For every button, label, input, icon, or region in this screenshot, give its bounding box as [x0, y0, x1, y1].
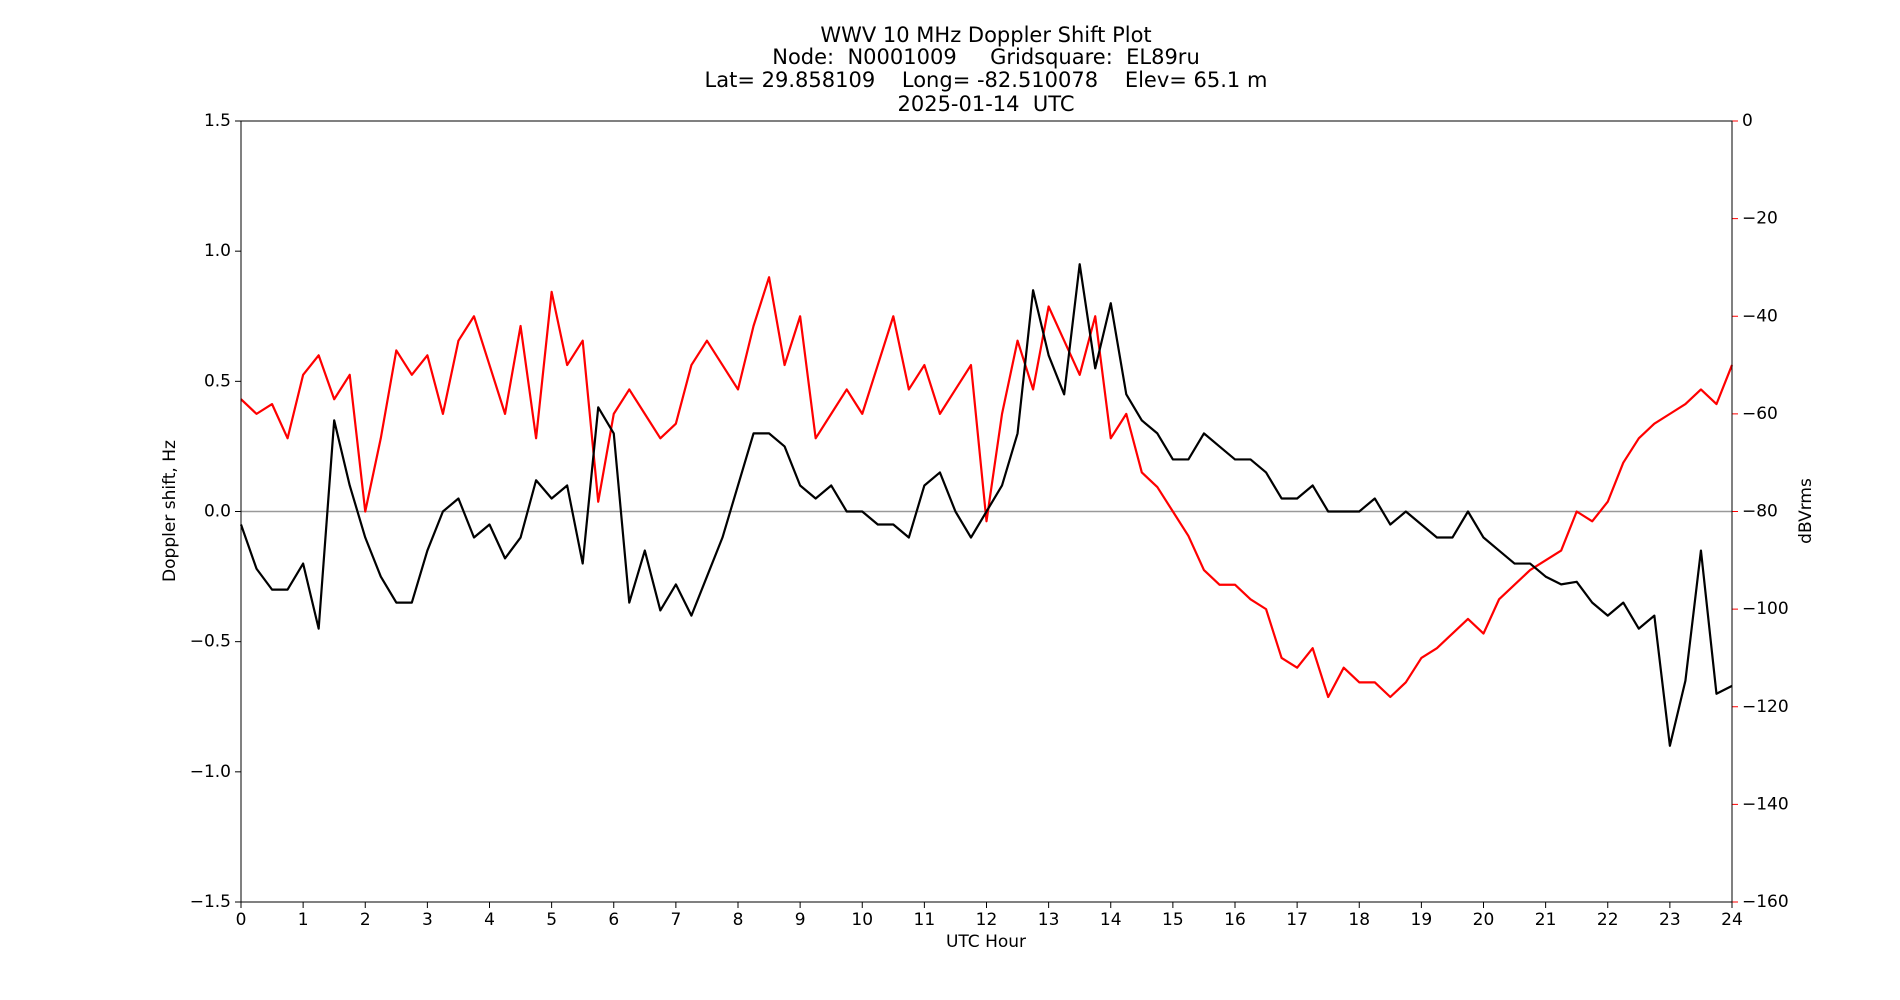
y2-tick-label: 0: [1742, 111, 1753, 131]
x-tick-label: 20: [1473, 910, 1495, 930]
x-tick-label: 7: [670, 910, 681, 930]
x-tick-label: 14: [1100, 910, 1122, 930]
x-tick-label: 11: [914, 910, 936, 930]
x-tick-label: 3: [422, 910, 433, 930]
y2-tick-label: −60: [1742, 404, 1778, 424]
chart-subtitle: 2025-01-14 UTC: [897, 92, 1074, 116]
y2-axis-label: dBVrms: [1796, 478, 1816, 544]
x-tick-label: 19: [1411, 910, 1433, 930]
x-tick-label: 4: [484, 910, 495, 930]
x-tick-label: 5: [546, 910, 557, 930]
x-axis-label: UTC Hour: [946, 932, 1026, 952]
y2-tick-label: −160: [1742, 892, 1789, 912]
x-tick-label: 6: [608, 910, 619, 930]
x-tick-label: 0: [236, 910, 247, 930]
y-tick-label: −1.0: [190, 762, 231, 782]
y2-tick-label: −20: [1742, 209, 1778, 229]
x-tick-label: 12: [976, 910, 998, 930]
x-tick-label: 23: [1659, 910, 1681, 930]
y-tick-label: −1.5: [190, 892, 231, 912]
chart-title: WWV 10 MHz Doppler Shift Plot: [820, 23, 1151, 47]
y2-tick-label: −140: [1742, 794, 1789, 814]
x-tick-label: 18: [1348, 910, 1370, 930]
y-tick-label: 0.0: [204, 502, 231, 522]
x-tick-label: 16: [1224, 910, 1246, 930]
x-tick-label: 8: [733, 910, 744, 930]
y-axis-label: Doppler shift, Hz: [160, 440, 180, 582]
y-tick-label: 1.0: [204, 241, 231, 261]
x-tick-label: 10: [851, 910, 873, 930]
plot-frame: [240, 120, 1733, 903]
x-tick-label: 2: [360, 910, 371, 930]
y-tick-label: 0.5: [204, 371, 231, 391]
x-tick-label: 22: [1597, 910, 1619, 930]
x-tick-label: 9: [795, 910, 806, 930]
x-tick-label: 15: [1162, 910, 1184, 930]
y-tick-label: 1.5: [204, 111, 231, 131]
series-line: [239, 263, 1733, 747]
y2-tick-label: −120: [1742, 697, 1789, 717]
series-line: [240, 276, 1734, 699]
x-tick-label: 24: [1721, 910, 1743, 930]
x-tick-label: 1: [298, 910, 309, 930]
y2-tick-label: −80: [1742, 502, 1778, 522]
x-tick-label: 13: [1038, 910, 1060, 930]
y-tick-label: −0.5: [190, 632, 231, 652]
x-tick-label: 21: [1535, 910, 1557, 930]
y2-tick-label: −40: [1742, 306, 1778, 326]
y2-tick-label: −100: [1742, 599, 1789, 619]
x-tick-label: 17: [1286, 910, 1308, 930]
chart-subtitle: Node: N0001009 Gridsquare: EL89ru: [772, 45, 1200, 69]
chart-subtitle: Lat= 29.858109 Long= -82.510078 Elev= 65…: [705, 68, 1268, 92]
